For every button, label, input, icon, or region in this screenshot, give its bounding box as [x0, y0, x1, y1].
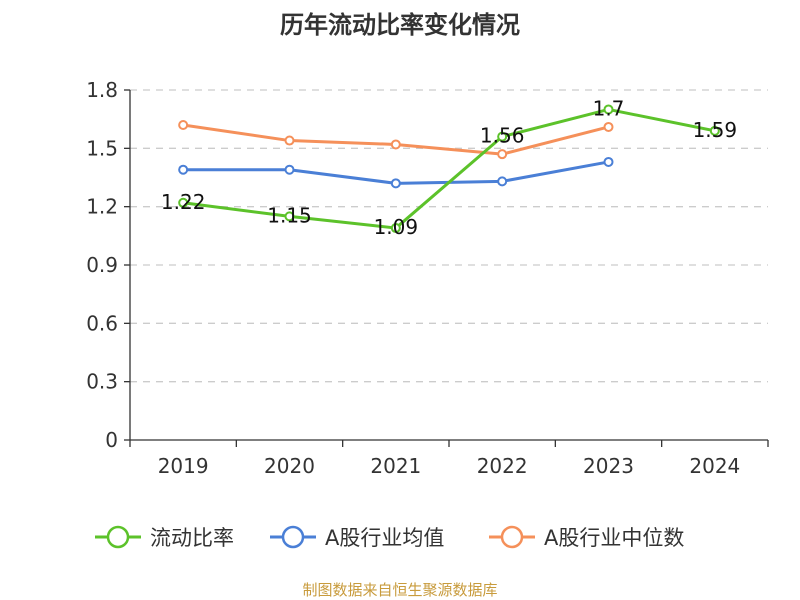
grid-lines [130, 89, 768, 383]
point-1-4 [603, 156, 614, 167]
data-label-0: 1.22 [161, 190, 206, 214]
point-1-1 [284, 164, 295, 175]
data-labels: 1.22 1.15 1.09 1.56 1.7 1.59 [161, 96, 737, 239]
y-tick-label-3: 0.9 [86, 253, 118, 277]
point-1-2 [390, 178, 401, 189]
point-0-2 [390, 223, 401, 234]
source-note: 制图数据来自恒生聚源数据库 [302, 581, 497, 599]
y-tick-label-2: 0.6 [86, 311, 118, 335]
x-tick-label-2: 2021 [370, 454, 421, 478]
legend-marker-1 [281, 525, 305, 549]
data-label-1: 1.15 [267, 203, 312, 227]
x-tick-label-5: 2024 [689, 454, 740, 478]
series-line-0 [182, 107, 716, 230]
y-tick-label-6: 1.8 [86, 78, 118, 102]
series-group [178, 104, 720, 234]
point-2-4 [603, 121, 614, 132]
legend-label-1: A股行业均值 [325, 526, 444, 550]
legend-item-0: 流动比率 [95, 525, 234, 550]
point-0-4 [603, 104, 614, 115]
point-0-3 [497, 131, 508, 142]
point-0-0 [178, 197, 189, 208]
legend-marker-2 [500, 525, 524, 549]
data-label-5: 1.59 [693, 118, 738, 142]
chart-title: 历年流动比率变化情况 [280, 11, 520, 39]
axes: 0 0.3 0.6 0.9 1.2 1.5 1.8 2019 2020 2021 2022 2023 2… [86, 78, 769, 478]
x-tick-label-4: 2023 [583, 454, 634, 478]
y-tick-label-5: 1.5 [86, 136, 118, 160]
point-1-0 [178, 164, 189, 175]
x-tick-label-1: 2020 [264, 454, 315, 478]
legend: 流动比率 A股行业均值 A股行业中位数 [95, 525, 684, 550]
point-2-3 [497, 149, 508, 160]
legend-label-0: 流动比率 [150, 526, 234, 550]
x-tick-label-0: 2019 [158, 454, 209, 478]
legend-marker-0 [106, 525, 130, 549]
legend-item-1: A股行业均值 [270, 525, 444, 550]
legend-item-2: A股行业中位数 [489, 525, 684, 550]
point-2-2 [390, 139, 401, 150]
data-label-4: 1.7 [593, 96, 625, 120]
x-tick-label-3: 2022 [477, 454, 528, 478]
point-2-0 [178, 120, 189, 130]
data-label-2: 1.09 [374, 215, 419, 239]
data-label-3: 1.56 [480, 124, 525, 148]
point-2-1 [284, 135, 295, 146]
point-1-3 [497, 176, 508, 187]
legend-label-2: A股行业中位数 [544, 526, 684, 550]
y-tick-label-0: 0 [105, 428, 118, 452]
point-0-1 [284, 211, 295, 222]
y-tick-label-1: 0.3 [86, 370, 118, 394]
point-0-5 [709, 125, 720, 136]
y-tick-label-4: 1.2 [86, 195, 118, 219]
